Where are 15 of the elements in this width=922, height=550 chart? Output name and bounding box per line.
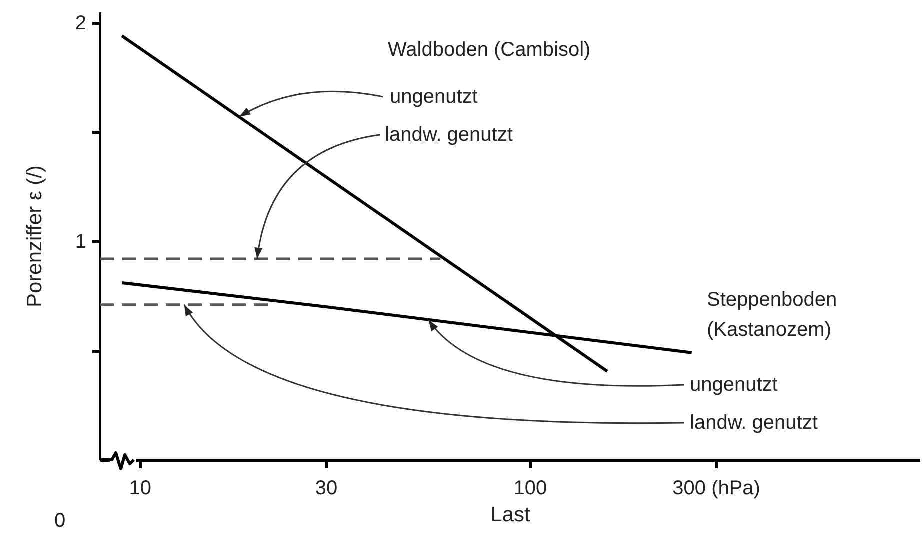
y-axis-title: Porenziffer ε (/) bbox=[23, 165, 46, 308]
x-axis-title: Last bbox=[490, 504, 531, 526]
annotation: ungenutzt bbox=[690, 374, 778, 396]
x-tick-label: 30 bbox=[315, 478, 338, 500]
y-tick-label: 1 bbox=[75, 230, 86, 253]
annotation: ungenutzt bbox=[390, 86, 478, 108]
annotation: Steppenboden (Kastanozem) bbox=[707, 289, 838, 341]
annotation: landw. genutzt bbox=[385, 124, 514, 146]
x-tick-label: 300 (hPa) bbox=[672, 478, 760, 500]
annotation: landw. genutzt bbox=[690, 412, 818, 434]
text: 0 bbox=[54, 510, 66, 532]
y-tick-label: 2 bbox=[75, 12, 86, 34]
annotation: Waldboden (Cambisol) bbox=[388, 39, 591, 61]
x-tick-label: 10 bbox=[129, 478, 152, 500]
x-tick-label: 100 bbox=[514, 478, 548, 500]
